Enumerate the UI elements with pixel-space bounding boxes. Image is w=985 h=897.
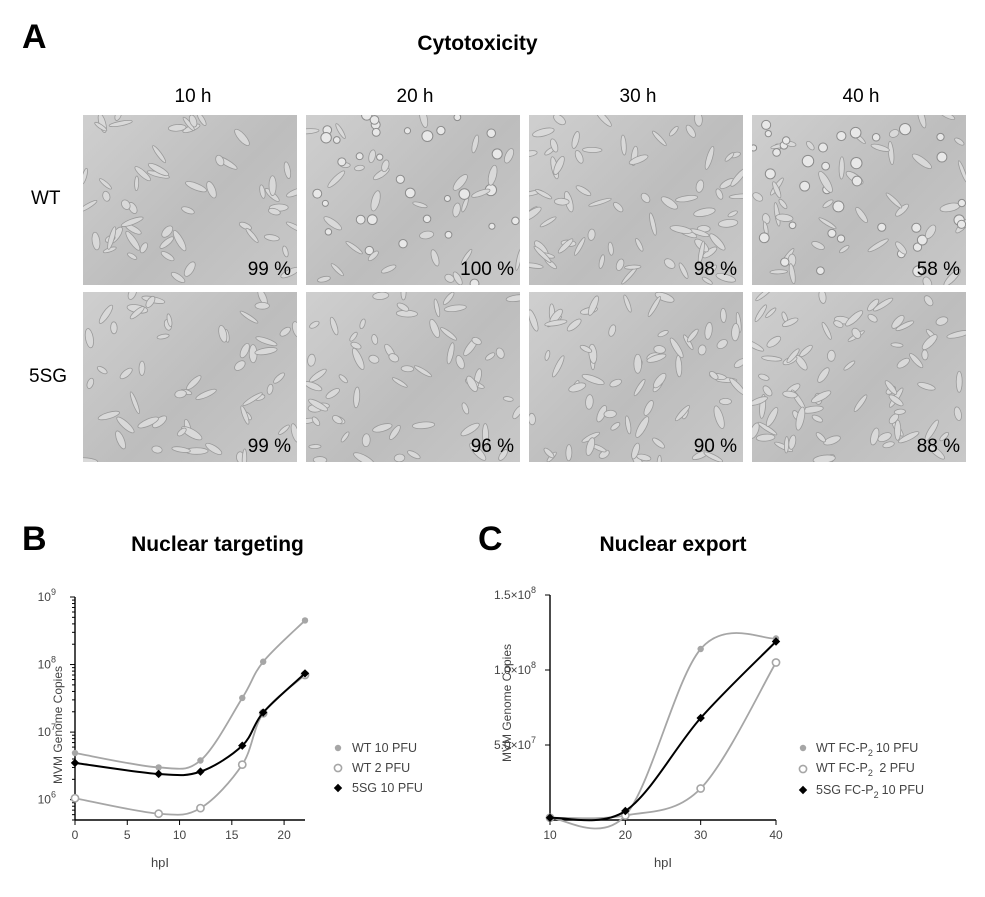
micrograph-wt-40h: 58 % [752, 115, 966, 285]
legend: WT FC-P2 10 PFU WT FC-P2 2 PFU 5SG FC-P2 1… [798, 741, 924, 800]
data-point [799, 744, 807, 752]
panel-a-title: Cytotoxicity [417, 32, 538, 55]
series-line [549, 632, 777, 830]
series-line [549, 640, 777, 822]
data-point [696, 713, 705, 723]
data-point [334, 744, 342, 752]
row-label-wt: WT [31, 188, 61, 209]
x-tick-label: 15 [225, 828, 239, 842]
data-point [333, 783, 343, 793]
series-line [549, 662, 777, 820]
data-point [333, 763, 343, 773]
micrograph-5sg-20h: 96 % [306, 292, 520, 462]
data-point [70, 793, 80, 803]
column-label-10h: 10 h [174, 86, 212, 107]
cell-texture [529, 115, 743, 285]
x-tick-label: 10 [543, 828, 557, 842]
cell-texture [306, 292, 520, 462]
micrograph-wt-10h: 99 % [83, 115, 297, 285]
data-point [237, 760, 247, 770]
data-point [154, 769, 163, 779]
legend-label: WT 2 PFU [352, 761, 410, 775]
column-label-20h: 20 h [396, 86, 434, 107]
x-tick-label: 20 [277, 828, 291, 842]
viability-percent: 90 % [693, 436, 737, 457]
row-label-5sg: 5SG [29, 366, 68, 387]
legend-label: 5SG 10 PFU [352, 781, 423, 795]
data-point [154, 809, 164, 819]
nuclear-export-chart: MVM Genome Copies hpI 5.0×107 1.0×108 1.5×… [494, 585, 924, 870]
data-point [301, 617, 309, 624]
legend-label: WT FC-P2 2 PFU [816, 761, 915, 778]
x-axis-label: hpI [654, 855, 672, 870]
data-point [196, 767, 205, 776]
y-tick-label: 1.5×108 [494, 585, 536, 602]
viability-percent: 58 % [916, 259, 960, 280]
legend-label: WT FC-P2 10 PFU [816, 741, 918, 758]
data-point [771, 637, 781, 646]
panel-a-letter: A [22, 18, 47, 56]
legend: WT 10 PFU WT 2 PFU 5SG 10 PFU [333, 741, 423, 795]
cell-texture [752, 115, 966, 285]
panel-b-title: Nuclear targeting [131, 533, 304, 556]
data-point [155, 764, 162, 771]
legend-label: WT 10 PFU [352, 741, 417, 755]
viability-percent: 100 % [460, 259, 514, 280]
series-line [74, 674, 306, 816]
viability-percent: 88 % [916, 436, 960, 457]
y-tick-label: 1.0×108 [494, 660, 536, 677]
data-point [697, 645, 704, 653]
viability-percent: 99 % [247, 436, 291, 457]
panel-b-letter: B [22, 520, 47, 558]
cell-texture [529, 292, 743, 462]
data-point [798, 785, 808, 795]
x-tick-label: 40 [769, 828, 783, 842]
micrograph-wt-30h: 98 % [529, 115, 743, 285]
x-tick-label: 30 [694, 828, 708, 842]
data-point [621, 806, 630, 816]
column-label-30h: 30 h [619, 86, 657, 107]
viability-percent: 96 % [470, 436, 514, 457]
panel-c-title: Nuclear export [599, 533, 747, 556]
x-axis-label: hpI [151, 855, 169, 870]
data-point [300, 669, 310, 678]
data-point [696, 784, 706, 793]
column-label-40h: 40 h [842, 86, 880, 107]
data-point [771, 658, 781, 667]
cell-texture [83, 292, 297, 462]
data-point [259, 658, 267, 665]
x-tick-label: 5 [124, 828, 131, 842]
micrograph-wt-20h: 100 % [306, 115, 520, 285]
y-tick-label: 109 [38, 587, 56, 604]
micrograph-5sg-30h: 90 % [529, 292, 743, 462]
data-point [239, 694, 246, 702]
data-point [545, 813, 555, 822]
y-tick-label: 106 [38, 790, 56, 807]
micrograph-5sg-10h: 99 % [83, 292, 297, 462]
viability-percent: 99 % [247, 259, 291, 280]
panel-c-letter: C [478, 520, 503, 558]
y-axis-label: MVM Genome Copies [51, 666, 65, 784]
y-tick-label: 5.0×107 [494, 735, 536, 752]
series-line [74, 619, 306, 770]
x-tick-label: 20 [619, 828, 633, 842]
data-point [196, 803, 205, 813]
data-point [70, 758, 80, 768]
data-point [798, 764, 808, 774]
y-axis-label: MVM Genome Copies [500, 644, 514, 762]
cell-texture [752, 292, 966, 462]
cell-texture [306, 115, 520, 285]
viability-percent: 98 % [693, 259, 737, 280]
cell-texture [83, 115, 297, 284]
x-tick-label: 0 [72, 828, 79, 842]
data-point [71, 749, 79, 757]
data-point [197, 757, 204, 764]
micrograph-5sg-40h: 88 % [752, 292, 966, 462]
legend-label: 5SG FC-P2 10 PFU [816, 783, 924, 800]
x-tick-label: 10 [173, 828, 187, 842]
